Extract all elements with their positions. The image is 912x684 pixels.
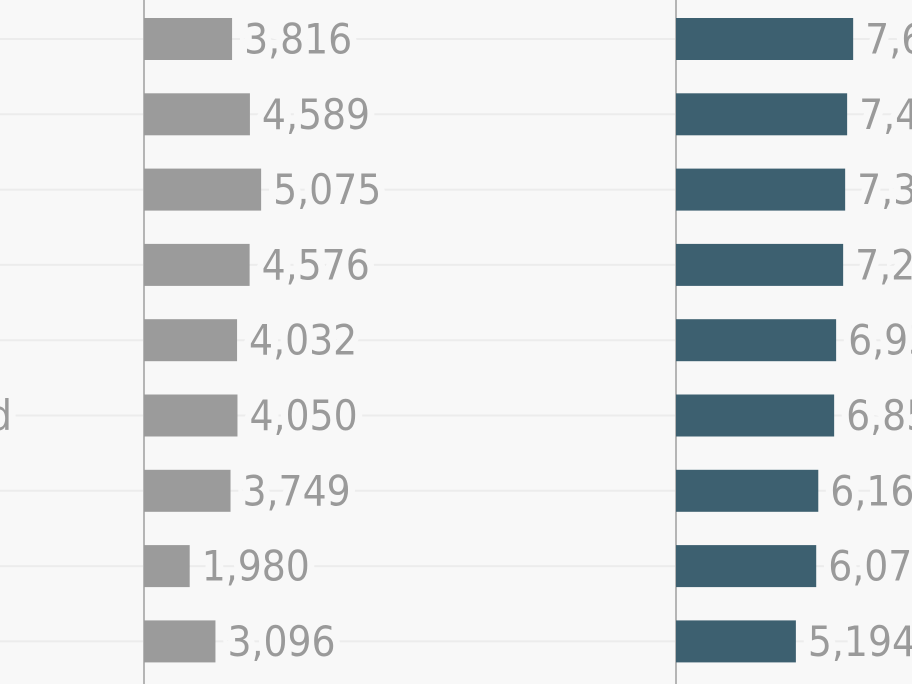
bar xyxy=(676,319,837,362)
value-label: 6,165 xyxy=(830,466,912,515)
value-label: 1,980 xyxy=(202,542,310,591)
bar xyxy=(144,319,238,362)
bar xyxy=(676,469,819,512)
value-label: 3,749 xyxy=(243,466,351,515)
bar xyxy=(144,545,190,588)
value-label: 5,194 xyxy=(808,617,912,666)
value-label: 7,242 xyxy=(855,240,912,289)
bar xyxy=(144,243,250,286)
bar xyxy=(676,545,817,588)
bar xyxy=(144,469,231,512)
bar xyxy=(676,168,846,211)
bar xyxy=(144,620,216,663)
bar xyxy=(676,18,854,60)
value-label: 4,576 xyxy=(262,240,370,289)
bar xyxy=(676,394,835,437)
value-label: 3,816 xyxy=(244,15,352,64)
value-label: 3,096 xyxy=(227,617,335,666)
value-label: 7,676 xyxy=(865,15,912,64)
bar xyxy=(676,93,848,136)
value-label: 7,415 xyxy=(859,90,912,139)
bar xyxy=(676,620,796,663)
value-label: 7,329 xyxy=(857,165,912,214)
bar xyxy=(144,168,262,211)
value-label: 6,938 xyxy=(848,316,912,365)
value-label: 6,852 xyxy=(846,391,912,440)
value-label: 4,032 xyxy=(249,316,357,365)
category-label: d xyxy=(0,391,12,440)
value-label: 4,589 xyxy=(262,90,370,139)
value-label: 4,050 xyxy=(249,391,357,440)
value-label: 6,075 xyxy=(828,542,912,591)
value-label: 5,075 xyxy=(273,165,381,214)
bar xyxy=(144,394,238,437)
bar xyxy=(676,243,844,286)
bar xyxy=(144,18,233,60)
bar xyxy=(144,93,250,136)
